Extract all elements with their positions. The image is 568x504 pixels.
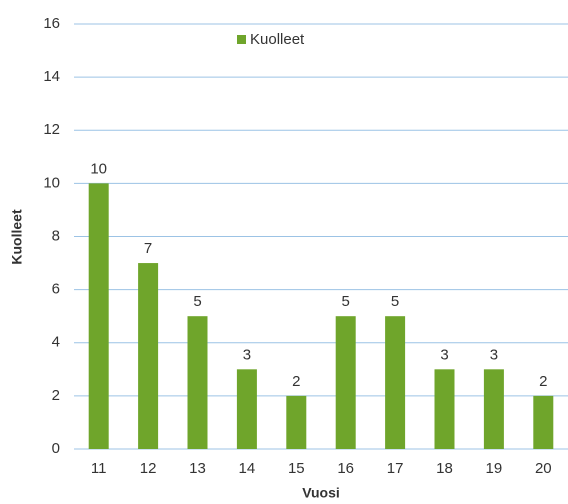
y-tick-label: 4 bbox=[52, 334, 60, 351]
bar bbox=[434, 369, 455, 449]
data-label: 7 bbox=[144, 240, 152, 257]
bar bbox=[335, 316, 356, 449]
data-label: 10 bbox=[90, 160, 107, 177]
y-tick-label: 8 bbox=[52, 227, 60, 244]
data-label: 2 bbox=[292, 373, 300, 390]
data-label: 3 bbox=[440, 346, 448, 363]
x-tick-label: 17 bbox=[387, 460, 404, 477]
x-tick-label: 11 bbox=[91, 460, 107, 477]
legend-swatch bbox=[237, 35, 246, 44]
data-label: 2 bbox=[539, 373, 547, 390]
bar bbox=[483, 369, 504, 449]
y-tick-label: 10 bbox=[43, 174, 60, 191]
x-tick-label: 12 bbox=[140, 460, 157, 477]
bar bbox=[286, 395, 307, 449]
bar bbox=[385, 316, 406, 449]
y-tick-label: 14 bbox=[43, 68, 60, 85]
bar bbox=[88, 183, 109, 449]
y-tick-label: 12 bbox=[43, 121, 60, 138]
data-label: 5 bbox=[391, 293, 399, 310]
data-label: 3 bbox=[243, 346, 251, 363]
x-tick-label: 19 bbox=[486, 460, 503, 477]
legend-label: Kuolleet bbox=[250, 31, 305, 48]
data-label: 3 bbox=[490, 346, 498, 363]
data-label: 5 bbox=[193, 293, 201, 310]
bar bbox=[236, 369, 257, 449]
y-tick-label: 16 bbox=[43, 15, 60, 32]
x-tick-label: 13 bbox=[189, 460, 206, 477]
data-label: 5 bbox=[342, 293, 350, 310]
x-tick-label: 16 bbox=[337, 460, 354, 477]
x-tick-label: 20 bbox=[535, 460, 552, 477]
y-tick-label: 6 bbox=[52, 281, 60, 298]
x-tick-label: 18 bbox=[436, 460, 453, 477]
y-axis-title: Kuolleet bbox=[9, 209, 25, 265]
y-tick-label: 0 bbox=[52, 440, 60, 457]
x-tick-label: 14 bbox=[239, 460, 256, 477]
bar bbox=[533, 395, 554, 449]
y-tick-label: 2 bbox=[52, 387, 60, 404]
x-axis-title: Vuosi bbox=[302, 485, 340, 501]
bar bbox=[138, 263, 159, 449]
x-tick-label: 15 bbox=[288, 460, 305, 477]
bar bbox=[187, 316, 208, 449]
